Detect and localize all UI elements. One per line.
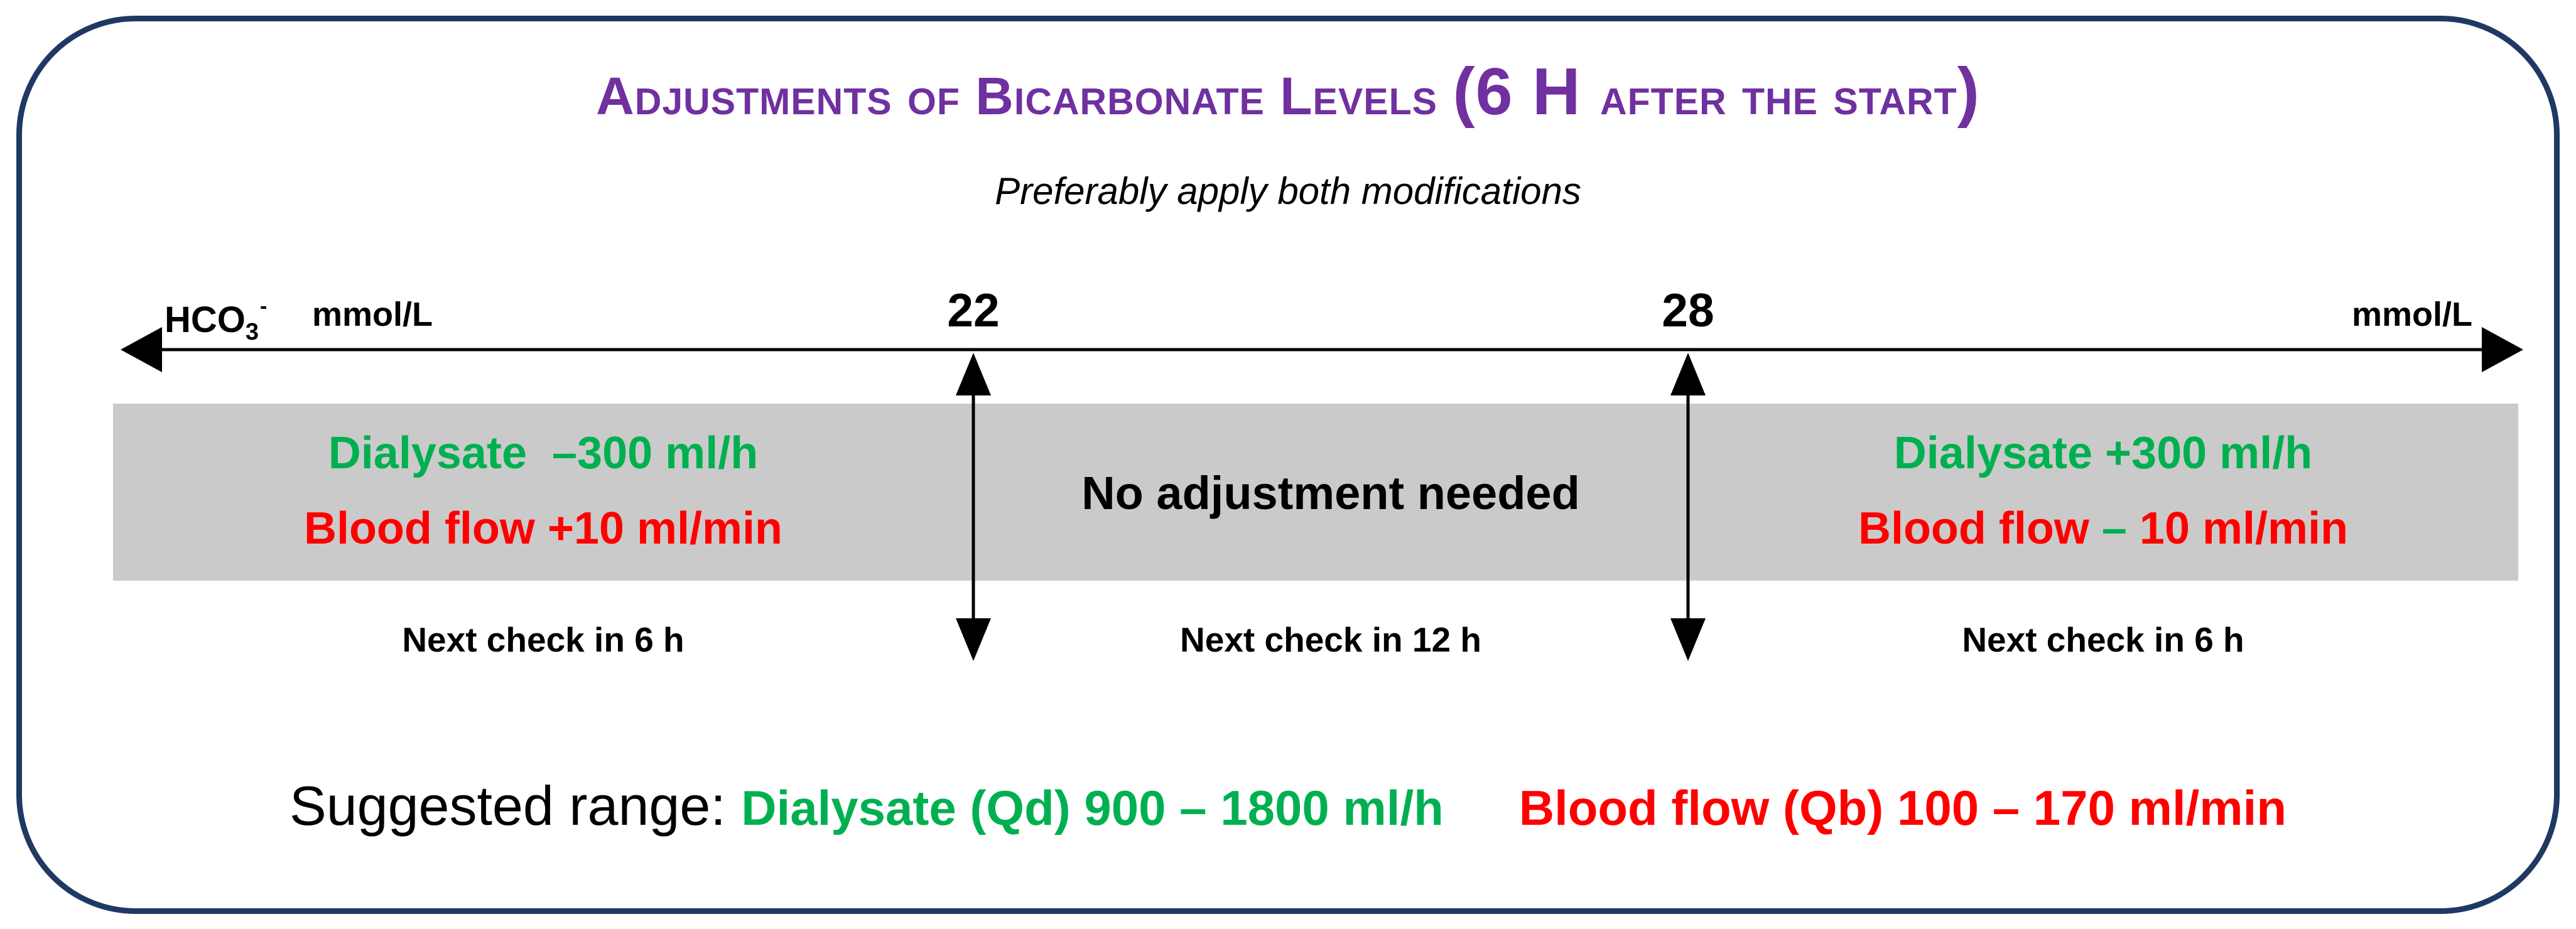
axis-unit-right: mmol/L	[2352, 296, 2473, 333]
hco3-text: HCO	[165, 299, 246, 340]
zone-low-bicarbonate: Dialysate –300 ml/h Blood flow +10 ml/mi…	[113, 431, 973, 551]
blood-flow-range: Blood flow (Qb) 100 – 170 ml/min	[1518, 780, 2286, 835]
hco3-superscript: -	[260, 294, 268, 318]
suggested-range-row: Suggested range: Dialysate (Qd) 900 – 18…	[0, 778, 2576, 834]
next-check-low: Next check in 6 h	[402, 620, 685, 659]
diagram-border	[16, 16, 2560, 914]
axis-analyte-label: HCO3-	[165, 296, 267, 344]
zone-mid-no-adjustment: No adjustment needed	[1081, 467, 1580, 519]
adjustment-band	[113, 404, 2518, 581]
diagram-title: Adjustments of Bicarbonate Levels (6 H a…	[0, 54, 2576, 131]
zone-low-dialysate-adjustment: Dialysate –300 ml/h	[328, 428, 759, 478]
title-6h-open: (6 H	[1453, 55, 1601, 129]
title-close-paren: )	[1957, 55, 1980, 129]
zone-high-blood-flow-adjustment: Blood flow – 10 ml/min	[1858, 506, 2348, 551]
next-check-high: Next check in 6 h	[1962, 620, 2244, 659]
zone-high-bicarbonate: Dialysate +300 ml/h Blood flow – 10 ml/m…	[1688, 431, 2518, 551]
dialysate-range: Dialysate (Qd) 900 – 1800 ml/h	[741, 780, 1444, 835]
blood-flow-suffix: 10 ml/min	[2126, 503, 2349, 554]
axis-tick-22: 22	[947, 284, 1000, 336]
hco3-subscript: 3	[245, 319, 259, 345]
next-check-mid: Next check in 12 h	[1180, 620, 1481, 659]
blood-flow-prefix: Blood flow	[1858, 503, 2102, 554]
title-main: Adjustments of Bicarbonate Levels	[596, 67, 1453, 126]
zone-low-blood-flow-adjustment: Blood flow +10 ml/min	[303, 503, 783, 554]
title-after-start: after the start	[1600, 67, 1957, 126]
axis-unit-left: mmol/L	[312, 296, 433, 333]
suggested-range-label: Suggested range:	[290, 775, 742, 837]
diagram-subtitle: Preferably apply both modifications	[995, 170, 1581, 212]
blood-flow-dash: –	[2101, 503, 2127, 554]
axis-tick-28: 28	[1662, 284, 1714, 336]
zone-high-dialysate-adjustment: Dialysate +300 ml/h	[1893, 428, 2313, 478]
